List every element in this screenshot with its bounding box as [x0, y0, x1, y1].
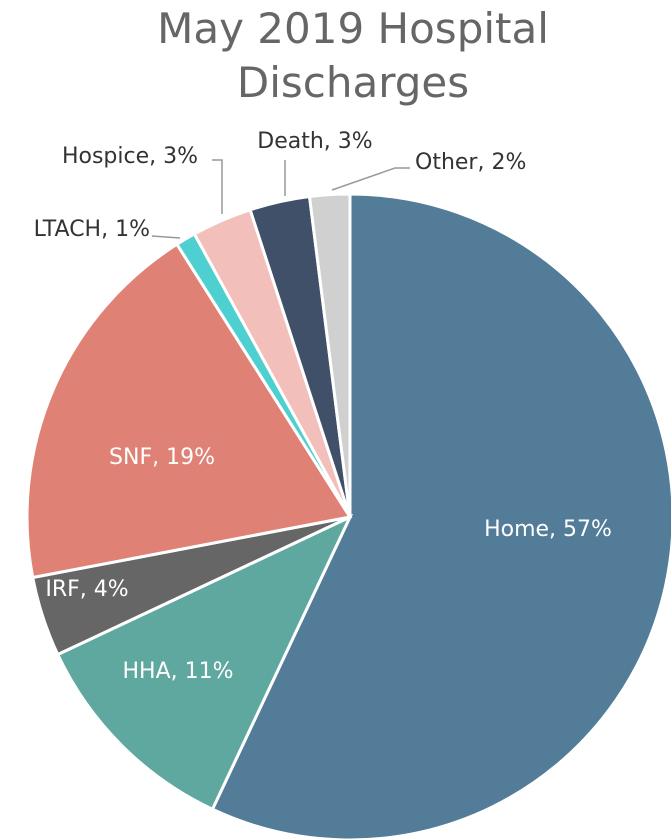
- pie-slice: [25, 242, 353, 580]
- data-label: HHA, 11%: [122, 659, 233, 684]
- data-label: Other, 2%: [415, 150, 526, 175]
- data-label: Hospice, 3%: [62, 144, 198, 169]
- pie-slice: [307, 192, 352, 518]
- data-label: Home, 57%: [484, 517, 612, 542]
- pie-slice: [55, 513, 354, 812]
- leader-line: [212, 159, 223, 214]
- data-label: Death, 3%: [257, 129, 372, 154]
- data-label: IRF, 4%: [45, 577, 128, 602]
- leader-line: [151, 235, 181, 239]
- chart-title: May 2019 Hospital Discharges: [157, 4, 549, 107]
- leader-line: [331, 167, 410, 191]
- pie-slice: [210, 192, 671, 839]
- data-label: SNF, 19%: [109, 445, 215, 470]
- data-label: LTACH, 1%: [34, 217, 150, 242]
